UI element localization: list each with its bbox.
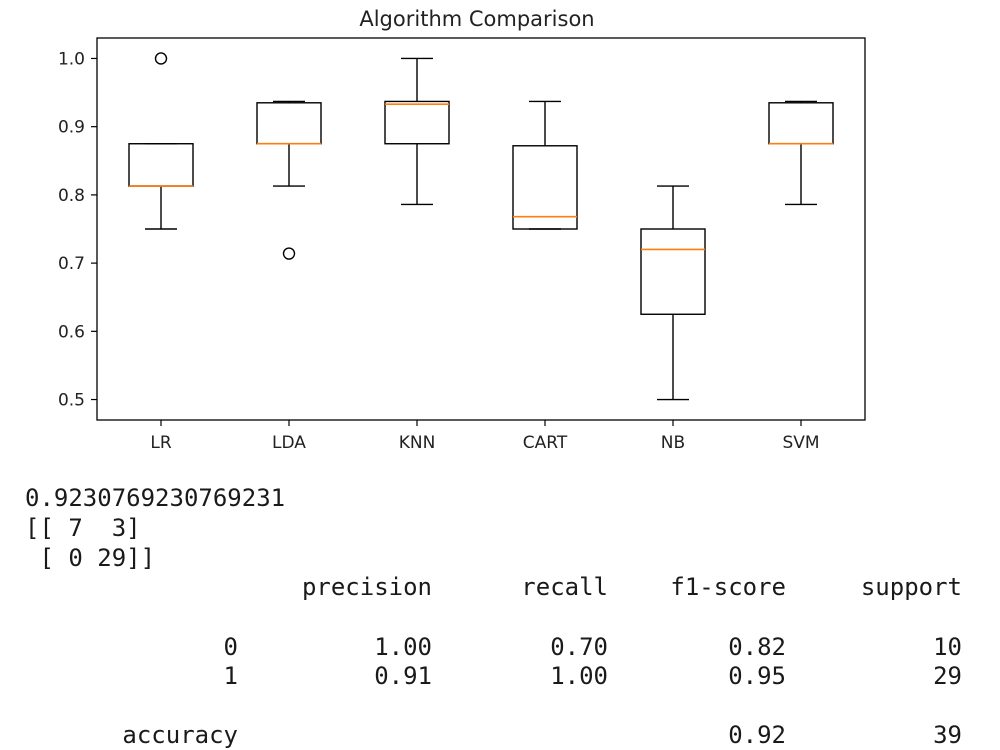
x-tick-label: LR <box>150 433 171 453</box>
outlier-point <box>154 52 168 65</box>
accuracy-support: 39 <box>933 721 962 749</box>
box-knn <box>384 57 450 206</box>
header-support: support <box>860 573 962 601</box>
outlier-point <box>282 247 296 260</box>
header-f1-score: f1-score <box>670 573 786 601</box>
iqr-box <box>768 102 834 145</box>
iqr-box <box>256 102 322 145</box>
row-f1: 0.95 <box>728 662 786 690</box>
row-precision: 1.00 <box>374 633 432 661</box>
y-tick-label: 0.6 <box>58 322 85 342</box>
plot-frame <box>96 37 866 421</box>
header-recall: recall <box>521 573 608 601</box>
chart-title: Algorithm Comparison <box>359 7 594 31</box>
y-tick-label: 0.8 <box>58 186 85 206</box>
iqr-box <box>512 145 578 230</box>
accuracy-label: accuracy <box>122 721 238 749</box>
boxplot-chart: Algorithm Comparison 0.50.60.70.80.91.0 … <box>58 7 866 453</box>
iqr-box <box>128 143 194 187</box>
x-tick-label: NB <box>661 433 685 453</box>
x-tick-label: KNN <box>399 433 436 453</box>
x-tick-label: LDA <box>272 433 306 453</box>
iqr-box <box>384 100 450 145</box>
y-tick-label: 0.7 <box>58 254 85 274</box>
y-axis: 0.5 0.6 0.7 0.8 0.9 1.0 <box>58 49 97 411</box>
x-axis: LR LDA KNN CART NB SVM <box>150 420 820 453</box>
row-precision: 0.91 <box>374 662 432 690</box>
y-tick-label: 0.9 <box>58 118 85 138</box>
row-recall: 1.00 <box>550 662 608 690</box>
confusion-matrix-row-1: [[ 7 3] <box>25 514 141 542</box>
box-cart <box>512 100 578 230</box>
accuracy-f1: 0.92 <box>728 721 786 749</box>
iqr-box <box>640 228 706 315</box>
row-label: 1 <box>223 662 238 690</box>
box-lr <box>128 52 194 230</box>
header-precision: precision <box>301 573 432 601</box>
y-tick-label: 1.0 <box>58 49 85 69</box>
x-tick-label: CART <box>523 433 568 453</box>
x-tick-label: SVM <box>782 433 819 453</box>
box-lda <box>256 100 322 260</box>
accuracy-score: 0.9230769230769231 <box>25 484 286 512</box>
box-nb <box>640 185 706 401</box>
row-f1: 0.82 <box>728 633 786 661</box>
row-label: 0 <box>223 633 238 661</box>
box-svm <box>768 100 834 206</box>
box-series <box>128 52 834 401</box>
y-tick-label: 0.5 <box>58 391 85 411</box>
row-support: 29 <box>933 662 962 690</box>
row-support: 10 <box>933 633 962 661</box>
row-recall: 0.70 <box>550 633 608 661</box>
confusion-matrix-row-2: [ 0 29]] <box>25 544 156 572</box>
